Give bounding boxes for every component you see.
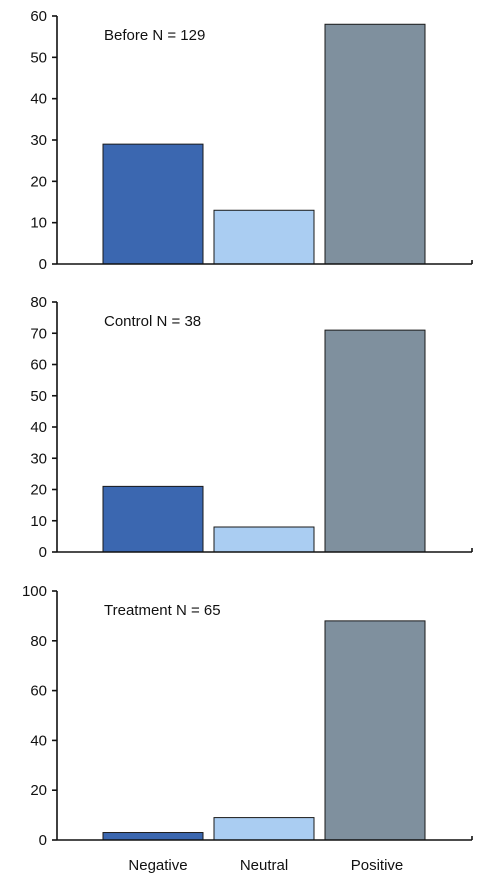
- y-tick-label-2-20: 20: [30, 482, 47, 499]
- y-tick-label-1-20: 20: [30, 173, 47, 190]
- y-tick-label-3-20: 20: [30, 782, 47, 799]
- y-tick-label-2-40: 40: [30, 419, 47, 436]
- panel-label-1: Before N = 129: [104, 27, 205, 44]
- y-tick-label-2-70: 70: [30, 325, 47, 342]
- y-tick-label-1-40: 40: [30, 91, 47, 108]
- y-tick-label-3-80: 80: [30, 633, 47, 650]
- y-tick-label-3-60: 60: [30, 683, 47, 700]
- chart-panel-2: 0 10 20 30 40 50 60 70 80 Control N = 38: [30, 294, 473, 561]
- chart-panel-3: 0 20 40 60 80 100 Treatment N = 65 Negative Neut…: [22, 583, 473, 874]
- bar-negative-1: [102, 143, 204, 265]
- y-tick-label-2-80: 80: [30, 294, 47, 311]
- y-tick-label-3-0: 0: [39, 832, 47, 849]
- y-tick-label-3-40: 40: [30, 732, 47, 749]
- bar-positive-3: [324, 620, 426, 841]
- bar-neutral-2: [213, 526, 315, 553]
- bar-neutral-1: [213, 209, 315, 265]
- y-tick-label-1-30: 30: [30, 132, 47, 149]
- y-tick-label-1-0: 0: [39, 256, 47, 273]
- y-tick-label-1-50: 50: [30, 49, 47, 66]
- category-label-negative: Negative: [128, 857, 187, 874]
- y-tick-label-2-30: 30: [30, 450, 47, 467]
- bar-negative-2: [102, 485, 204, 553]
- y-tick-label-2-50: 50: [30, 388, 47, 405]
- y-tick-label-3-100: 100: [22, 583, 47, 600]
- bar-positive-2: [324, 329, 426, 553]
- y-tick-label-2-10: 10: [30, 513, 47, 530]
- y-tick-label-2-0: 0: [39, 544, 47, 561]
- panel-label-2: Control N = 38: [104, 313, 201, 330]
- bar-negative-3: [102, 832, 204, 841]
- panel-label-3: Treatment N = 65: [104, 602, 221, 619]
- y-tick-label-1-10: 10: [30, 215, 47, 232]
- bar-positive-1: [324, 23, 426, 265]
- category-label-neutral: Neutral: [240, 857, 288, 874]
- y-tick-label-2-60: 60: [30, 357, 47, 374]
- category-label-positive: Positive: [351, 857, 404, 874]
- y-tick-label-1-60: 60: [30, 8, 47, 25]
- chart-panel-1: 0 10 20 30 40 50 60 Before N = 129: [30, 8, 473, 273]
- bar-neutral-3: [213, 817, 315, 841]
